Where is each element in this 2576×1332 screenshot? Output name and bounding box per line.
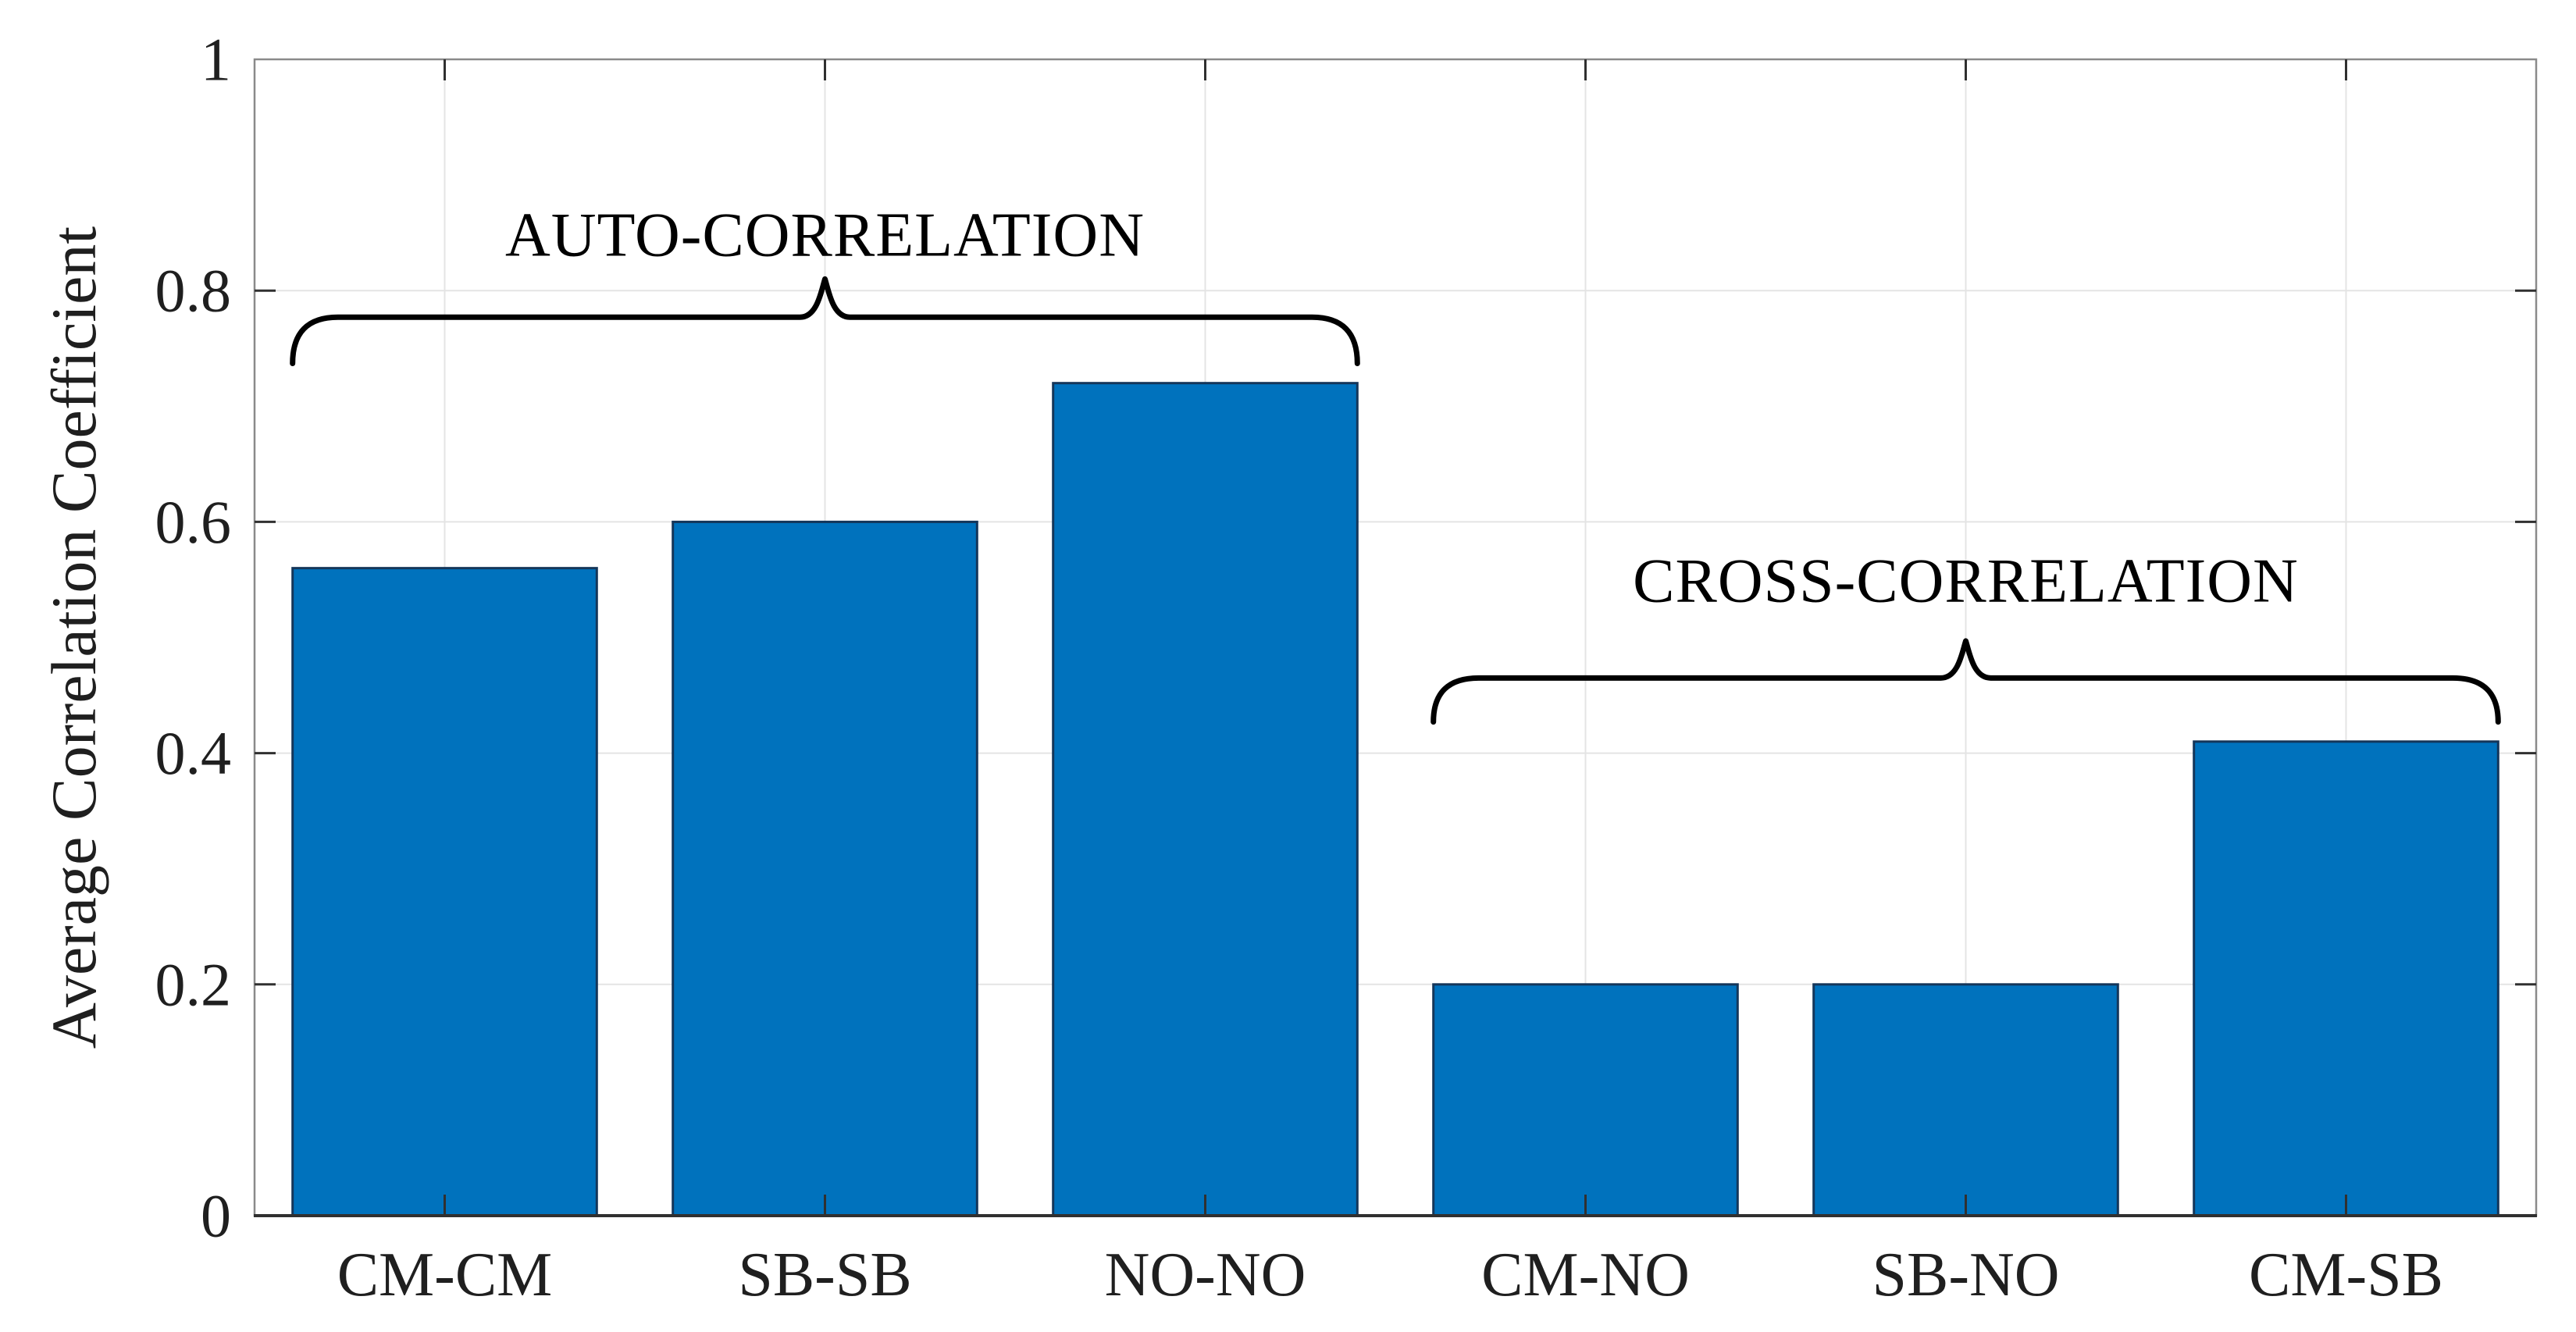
x-tick-label: CM-NO xyxy=(1481,1241,1690,1309)
y-tick-label: 0.6 xyxy=(155,488,232,556)
x-tick-label: SB-SB xyxy=(738,1241,911,1309)
y-tick-label: 0 xyxy=(201,1182,231,1250)
cross-correlation-label: CROSS-CORRELATION xyxy=(1633,547,2299,615)
y-tick-label: 0.8 xyxy=(155,257,232,325)
bar-cm-cm xyxy=(291,567,598,1217)
x-tick-label: CM-SB xyxy=(2249,1241,2443,1309)
cross-correlation-brace xyxy=(1431,638,2501,725)
y-tick-label: 0.4 xyxy=(155,719,232,787)
auto-correlation-brace xyxy=(290,276,1360,367)
bar-sb-sb xyxy=(672,520,978,1217)
auto-correlation-label: AUTO-CORRELATION xyxy=(505,201,1145,270)
bar-cm-no xyxy=(1432,983,1739,1217)
bar-sb-no xyxy=(1812,983,2119,1217)
y-axis-label: Average Correlation Coefficient xyxy=(38,226,109,1049)
bar-cm-sb xyxy=(2193,740,2499,1217)
x-tick-label: CM-CM xyxy=(337,1241,553,1309)
bar-no-no xyxy=(1052,382,1359,1217)
y-tick-label: 0.2 xyxy=(155,950,232,1018)
x-tick-label: NO-NO xyxy=(1105,1241,1306,1309)
x-tick-label: SB-NO xyxy=(1872,1241,2059,1309)
y-tick-label: 1 xyxy=(201,26,231,94)
